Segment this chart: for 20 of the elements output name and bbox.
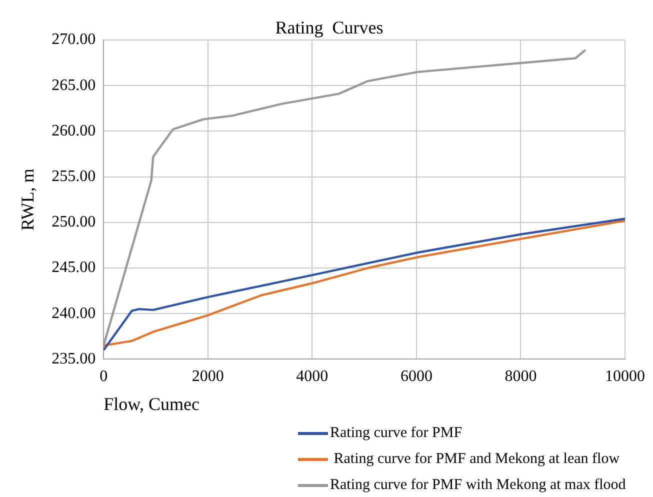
y-axis-title: RWL, m	[18, 168, 38, 231]
y-tick-label: 260.00	[52, 122, 96, 140]
chart-title: Rating Curves	[275, 18, 384, 38]
y-tick-label: 240.00	[52, 304, 96, 322]
legend-label: Rating curve for PMF and Mekong at lean flow	[332, 450, 620, 468]
x-tick-label: 2000	[192, 368, 224, 386]
legend-label: Rating curve for PMF	[330, 424, 462, 442]
x-tick-label: 10000	[605, 368, 645, 386]
y-tick-label: 235.00	[52, 350, 96, 368]
y-tick-label: 250.00	[52, 214, 96, 231]
y-tick-label: 270.00	[52, 31, 96, 48]
x-tick-label: 6000	[400, 368, 432, 386]
legend-label: Rating curve for PMF with Mekong at max flood	[330, 476, 626, 494]
x-tick-label: 8000	[504, 368, 537, 386]
y-tick-label: 265.00	[52, 76, 96, 94]
y-tick-label: 245.00	[52, 259, 96, 276]
x-tick-label: 0	[100, 368, 108, 386]
x-axis-title: Flow, Cumec	[104, 394, 200, 414]
y-tick-label: 255.00	[52, 168, 96, 186]
x-tick-label: 4000	[296, 368, 328, 386]
